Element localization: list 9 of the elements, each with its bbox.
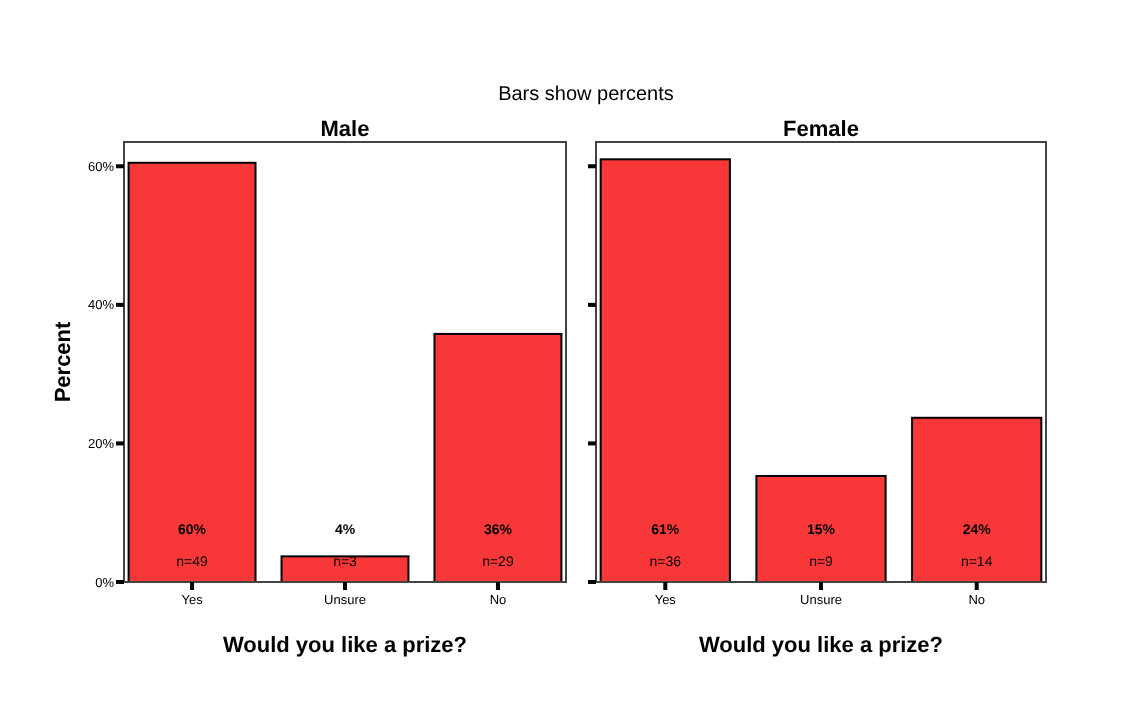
y-axis-title: Percent: [52, 320, 76, 403]
x-axis-title: Would you like a prize?: [222, 634, 468, 658]
chart-title: Male: [320, 118, 370, 142]
bar: [433, 332, 563, 583]
text: Bars show percents: [498, 84, 674, 106]
bar: [280, 555, 410, 583]
x-axis-title: Would you like a prize?: [698, 634, 944, 658]
bar: [127, 161, 257, 583]
chart-title: Female: [783, 118, 859, 142]
